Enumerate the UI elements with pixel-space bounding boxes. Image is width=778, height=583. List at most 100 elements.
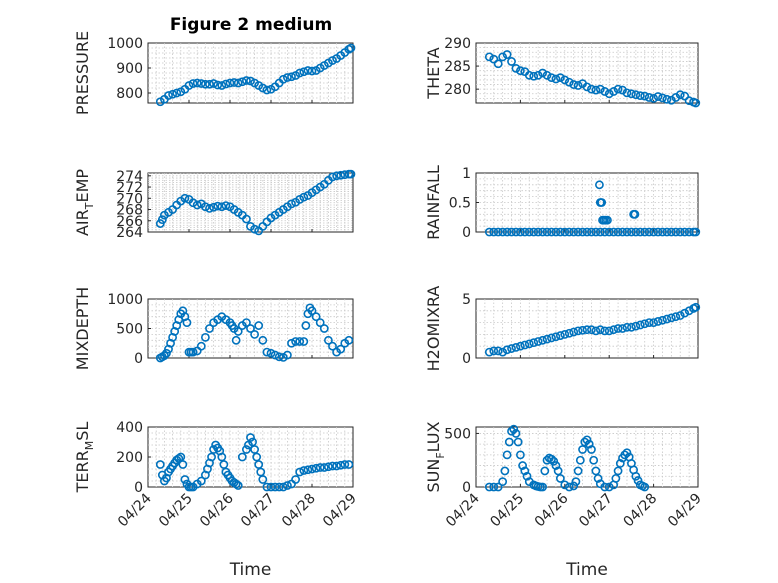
data-point	[662, 314, 672, 324]
data-point	[287, 338, 296, 348]
data-point	[529, 227, 539, 237]
y-tick-label: 0	[134, 480, 143, 496]
data-point	[200, 202, 210, 212]
data-point	[529, 338, 539, 348]
data-point	[196, 79, 206, 88]
data-point	[595, 84, 605, 94]
data-point	[256, 467, 266, 477]
data-point	[542, 227, 552, 237]
data-point	[600, 482, 610, 492]
data-point	[540, 466, 550, 476]
data-point	[213, 201, 223, 211]
y-tick-label: 900	[116, 61, 143, 77]
data-point	[555, 331, 565, 340]
data-point	[560, 75, 570, 85]
data-point	[611, 474, 621, 483]
data-point	[555, 227, 565, 237]
data-point	[622, 88, 632, 98]
data-point	[675, 311, 685, 320]
data-point	[205, 79, 214, 89]
y-label-rest: SL	[73, 422, 92, 441]
data-point	[631, 90, 641, 100]
data-point	[287, 72, 296, 82]
data-point	[221, 79, 231, 89]
x-axis-label: Time	[565, 560, 608, 580]
data-point	[484, 52, 494, 62]
data-point	[332, 461, 341, 471]
data-point	[303, 66, 313, 75]
data-point	[258, 475, 268, 484]
y-label-subscript: F	[434, 452, 447, 458]
data-point	[498, 477, 508, 487]
data-point	[340, 170, 350, 180]
data-point	[547, 454, 556, 464]
data-point	[301, 321, 311, 330]
data-point	[205, 324, 214, 333]
data-point	[200, 332, 210, 342]
y-tick-label: 0.5	[449, 196, 471, 212]
data-point	[518, 461, 528, 470]
data-point	[246, 433, 255, 442]
data-point	[498, 52, 508, 62]
data-point	[564, 482, 574, 492]
y-label-subscript: T	[83, 202, 96, 210]
y-tick-label: 280	[444, 82, 471, 98]
data-point	[615, 459, 625, 468]
data-point	[524, 339, 534, 349]
data-point	[484, 482, 494, 492]
data-point	[580, 437, 590, 447]
data-point	[489, 482, 499, 492]
data-point	[680, 308, 690, 318]
data-point	[502, 345, 512, 355]
data-point	[489, 346, 499, 356]
y-tick-label: 1000	[107, 292, 143, 308]
y-tick-label: 272	[116, 180, 143, 196]
data-point	[542, 70, 552, 80]
data-point	[609, 87, 619, 96]
data-point	[684, 306, 694, 316]
data-point	[560, 480, 570, 490]
data-point	[591, 466, 601, 476]
data-point	[340, 460, 350, 469]
data-point	[595, 180, 604, 190]
data-point	[493, 227, 503, 237]
x-tick-label: 04/26	[197, 490, 237, 530]
x-axis-label: Time	[229, 560, 272, 580]
y-label-main: TERR	[73, 450, 92, 493]
data-point	[653, 227, 663, 237]
data-point	[569, 227, 579, 237]
data-point	[644, 318, 654, 327]
data-point	[649, 227, 658, 237]
data-point	[524, 70, 534, 80]
data-point	[604, 482, 614, 492]
data-point	[573, 227, 583, 237]
data-point	[662, 94, 672, 104]
data-point	[627, 89, 636, 99]
data-point	[547, 227, 556, 237]
data-point	[484, 347, 494, 357]
data-point	[538, 482, 547, 492]
data-point	[675, 227, 685, 237]
data-point	[180, 475, 190, 484]
y-tick-label: 1000	[107, 36, 143, 52]
data-point	[671, 227, 681, 237]
y-tick-label: 0	[462, 351, 471, 367]
data-point	[221, 201, 231, 210]
data-point	[509, 424, 519, 434]
data-point	[270, 482, 280, 492]
data-point	[278, 482, 288, 492]
data-point	[613, 227, 623, 237]
data-point	[569, 481, 579, 491]
data-point	[328, 56, 337, 65]
data-point	[516, 66, 525, 76]
data-point	[295, 337, 305, 346]
data-point	[640, 319, 650, 329]
data-point	[241, 445, 251, 454]
data-point	[569, 327, 579, 337]
data-point	[319, 463, 329, 472]
data-point	[237, 77, 247, 87]
data-point	[157, 215, 167, 225]
y-label-main: AIR	[73, 209, 92, 236]
data-point	[217, 81, 227, 90]
